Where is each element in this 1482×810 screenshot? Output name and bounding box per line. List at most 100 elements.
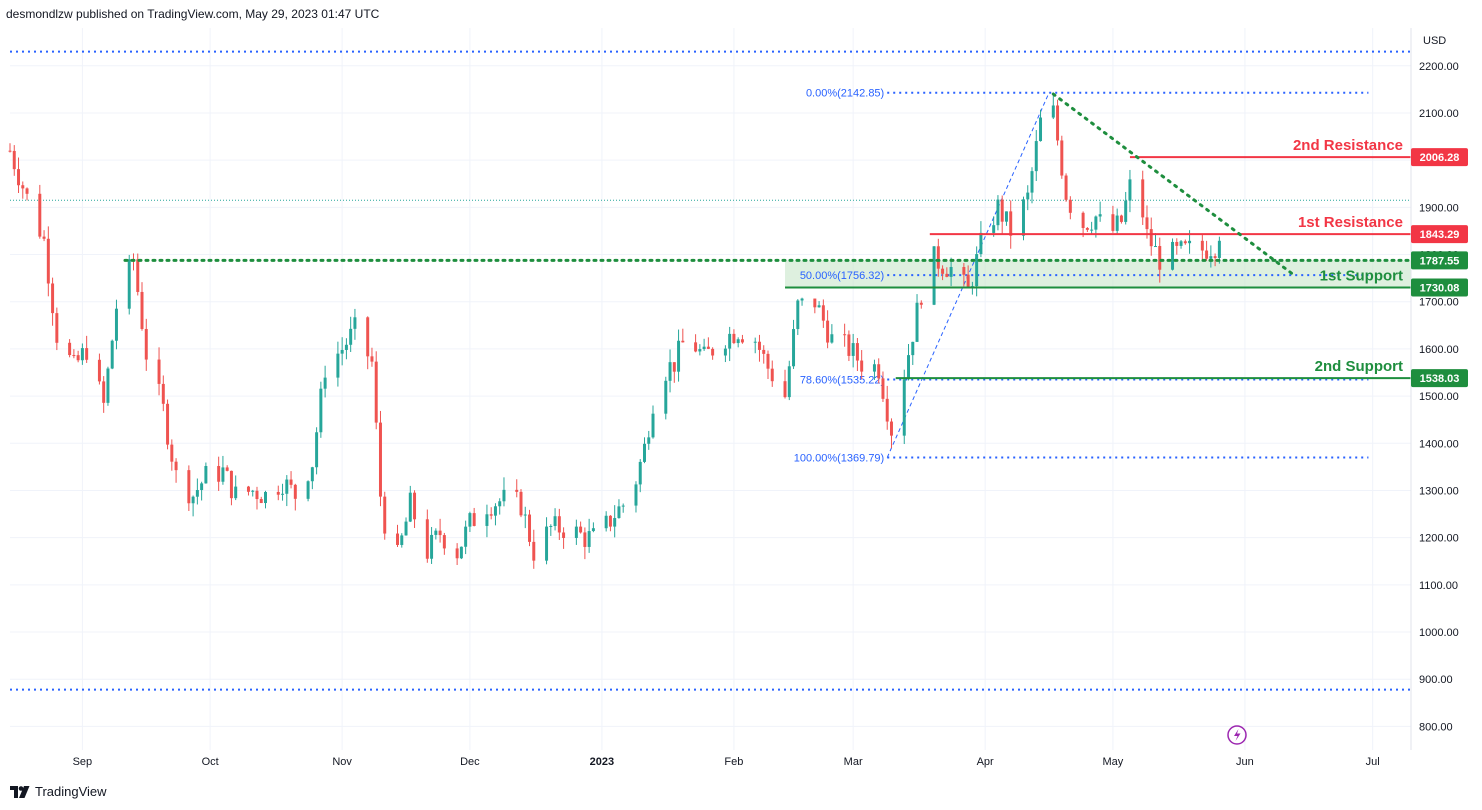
candle-body: [289, 479, 293, 485]
candle-body: [370, 356, 374, 362]
candle-body: [46, 238, 50, 284]
candle-body: [694, 342, 698, 352]
candle-body: [1098, 214, 1102, 217]
price-tag-label: 1787.55: [1420, 255, 1460, 267]
candle-body: [996, 199, 1000, 226]
candle-body: [579, 526, 583, 533]
candle-body: [1009, 211, 1013, 236]
fib-level-label: 0.00%(2142.85): [806, 88, 884, 100]
candle-body: [549, 525, 553, 527]
candle-body: [264, 491, 267, 504]
candle-body: [941, 268, 945, 274]
candle-body: [340, 349, 344, 354]
price-tag-label: 1843.29: [1420, 229, 1460, 241]
candle-body: [796, 300, 800, 330]
candle-body: [766, 353, 770, 369]
candle-body: [1111, 214, 1115, 231]
candle-body: [234, 486, 238, 499]
y-tick-label: 1300.00: [1419, 485, 1459, 497]
time-axis[interactable]: Sep Oct Nov Dec 2023 Feb Mar Apr May Jun Jul: [73, 756, 1380, 768]
candle-body: [519, 491, 523, 516]
candle-body: [434, 530, 438, 535]
x-tick-label: Jun: [1236, 756, 1254, 768]
x-tick-label: Feb: [724, 756, 743, 768]
price-tags: 2006.28 1843.29 1787.55 1730.08 1538.03: [1411, 148, 1468, 388]
y-tick-label: 1200.00: [1419, 533, 1459, 545]
candle-body: [246, 486, 250, 492]
candle-body: [1175, 241, 1179, 246]
candle-body: [911, 341, 915, 356]
candle-body: [1205, 250, 1209, 259]
level-label: 2nd Resistance: [1293, 137, 1403, 154]
candle-body: [51, 283, 55, 314]
candle-body: [706, 346, 710, 349]
candle-body: [1064, 175, 1068, 200]
footer: TradingView: [10, 784, 107, 799]
candle-body: [608, 515, 612, 527]
candle-body: [711, 348, 715, 356]
candle-body: [1145, 217, 1149, 230]
candle-body: [204, 466, 208, 484]
candle-body: [851, 343, 855, 356]
candle-body: [136, 259, 140, 292]
candle-body: [336, 353, 340, 378]
candle-body: [728, 333, 732, 349]
candle-body: [489, 514, 493, 516]
candle-body: [591, 528, 595, 532]
candle-body: [161, 383, 165, 404]
candlestick-series: [8, 92, 1221, 569]
candle-body: [1154, 246, 1157, 248]
candle-body: [617, 506, 621, 519]
candle-body: [195, 490, 199, 497]
y-tick-label: 1000.00: [1419, 627, 1459, 639]
candle-body: [1004, 211, 1008, 222]
candle-body: [140, 291, 144, 329]
candle-body: [672, 362, 676, 372]
candle-body: [464, 526, 468, 547]
x-tick-label: Sep: [73, 756, 93, 768]
price-tag-label: 2006.28: [1420, 152, 1460, 164]
candle-body: [85, 348, 89, 360]
candle-body: [826, 320, 830, 343]
candle-body: [936, 246, 940, 269]
candle-body: [110, 340, 114, 369]
candle-body: [353, 317, 357, 329]
y-tick-label: 1700.00: [1419, 297, 1459, 309]
candle-body: [174, 461, 178, 471]
candle-body: [553, 516, 557, 526]
candle-body: [1085, 227, 1089, 230]
candle-body: [523, 514, 527, 516]
price-tag-label: 1730.08: [1420, 283, 1460, 295]
candle-body: [1039, 117, 1043, 142]
candle-body: [574, 526, 578, 538]
x-tick-label: 2023: [590, 756, 614, 768]
y-tick-label: 1600.00: [1419, 344, 1459, 356]
candle-body: [562, 532, 566, 538]
ideas-icon[interactable]: [1227, 725, 1247, 745]
candle-body: [1141, 179, 1145, 218]
candle-body: [621, 505, 625, 507]
candle-body: [872, 364, 876, 372]
candle-body: [1051, 105, 1055, 118]
level-label: 2nd Support: [1315, 358, 1403, 375]
candle-body: [425, 519, 429, 559]
candle-body: [106, 368, 110, 403]
currency-label: USD: [1423, 35, 1446, 47]
candle-body: [800, 298, 804, 301]
candle-body: [127, 259, 131, 309]
candle-body: [378, 422, 382, 497]
candle-body: [1124, 200, 1128, 222]
candle-body: [468, 513, 472, 527]
candle-body: [1217, 240, 1221, 258]
candle-body: [383, 496, 387, 534]
candle-body: [310, 467, 314, 482]
candle-body: [166, 403, 170, 445]
candle-body: [889, 421, 893, 436]
candle-body: [1030, 171, 1034, 193]
candle-body: [72, 355, 76, 357]
candle-body: [962, 267, 966, 275]
candle-body: [1179, 241, 1183, 246]
candle-body: [76, 355, 80, 361]
candle-body: [753, 341, 757, 343]
